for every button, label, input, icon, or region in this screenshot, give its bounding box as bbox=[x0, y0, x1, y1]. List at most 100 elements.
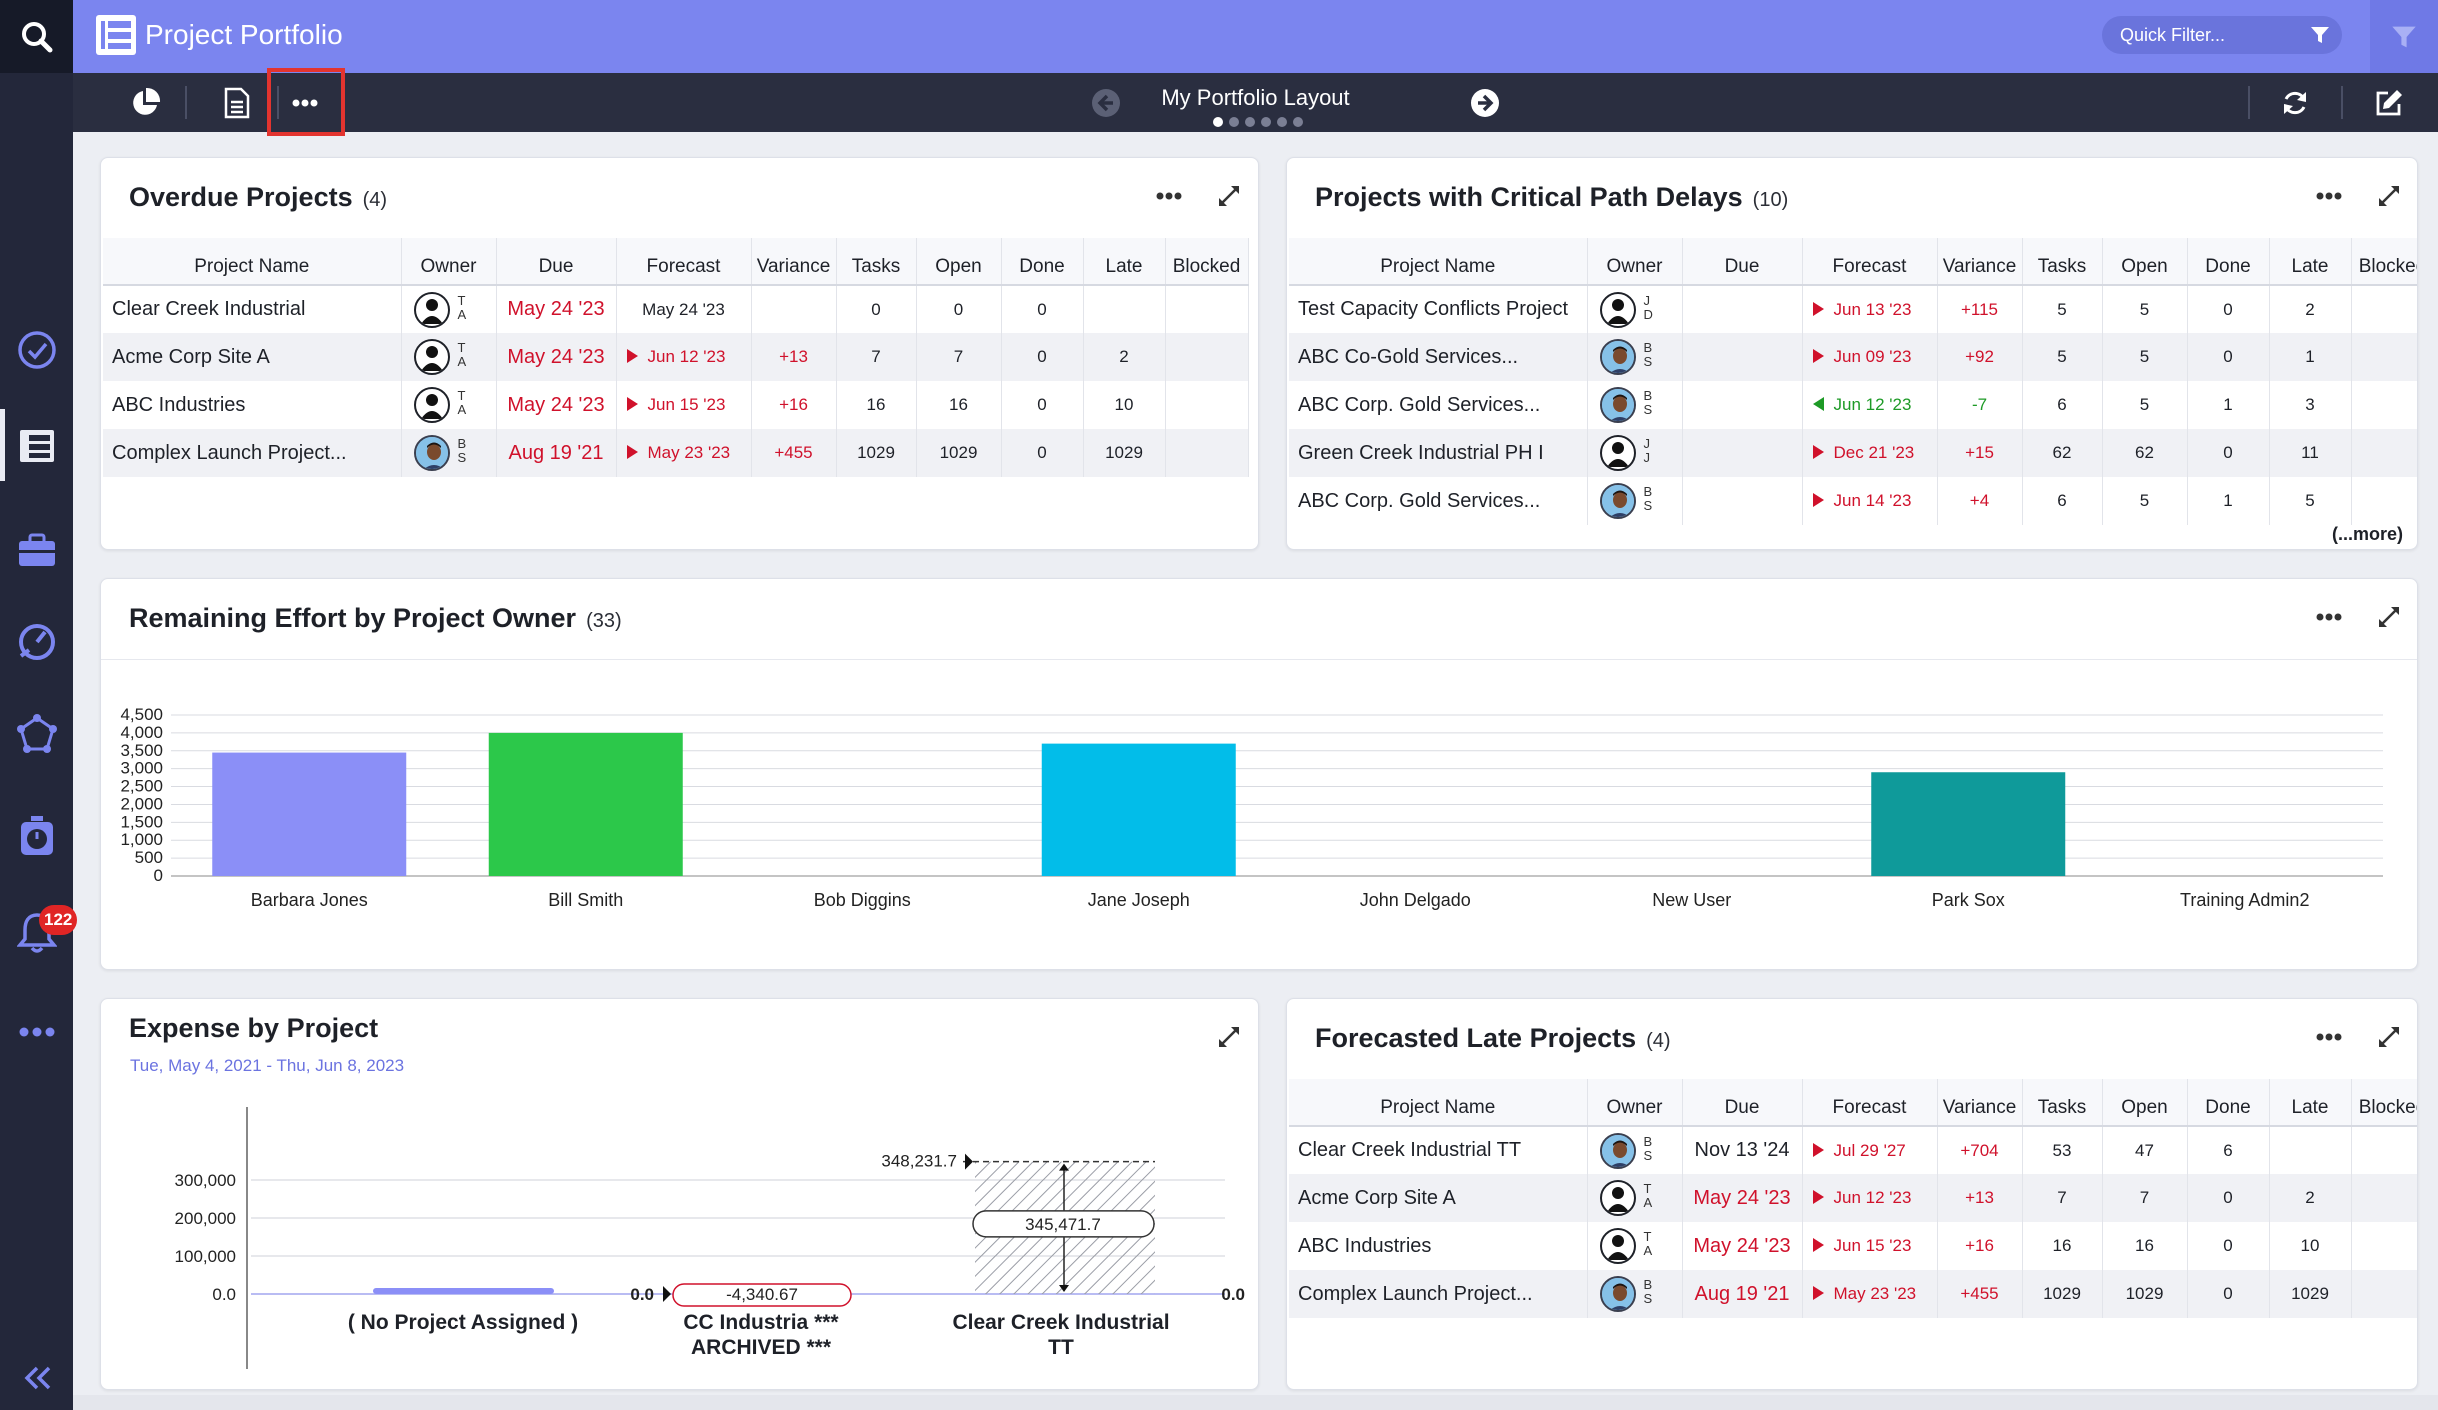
previous-layout-button[interactable] bbox=[1080, 77, 1132, 129]
nav-portfolio[interactable] bbox=[0, 414, 73, 478]
project-name-cell[interactable]: Acme Corp Site A bbox=[103, 333, 402, 381]
column-header[interactable]: Tasks bbox=[836, 238, 917, 286]
bar[interactable] bbox=[212, 752, 407, 876]
column-header[interactable]: Blocked bbox=[2351, 238, 2417, 286]
column-header[interactable]: Late bbox=[2269, 238, 2352, 286]
table-row[interactable]: Acme Corp Site A T A May 24 '23 Jun 12 '23 +… bbox=[103, 333, 1249, 381]
edit-layout-button[interactable] bbox=[2363, 77, 2415, 129]
page-dot[interactable] bbox=[1245, 117, 1255, 127]
nav-tasks[interactable] bbox=[0, 318, 73, 382]
project-name-cell[interactable]: Green Creek Industrial PH I bbox=[1289, 429, 1588, 477]
table-row[interactable]: Clear Creek Industrial T A May 24 '23 May 2… bbox=[103, 285, 1249, 333]
page-dot[interactable] bbox=[1277, 117, 1287, 127]
project-name-cell[interactable]: ABC Corp. Gold Services... bbox=[1289, 381, 1588, 429]
project-name-cell[interactable]: Clear Creek Industrial bbox=[103, 285, 402, 333]
column-header[interactable]: Owner bbox=[1587, 1079, 1683, 1127]
project-name-cell[interactable]: Complex Launch Project... bbox=[103, 429, 402, 477]
table-row[interactable]: ABC Corp. Gold Services... B S Jun 14 '23 +… bbox=[1289, 477, 2417, 525]
column-header[interactable]: Forecast bbox=[616, 238, 752, 286]
table-row[interactable]: Clear Creek Industrial TT B S Nov 13 '24 Ju… bbox=[1289, 1126, 2417, 1174]
column-header[interactable]: Done bbox=[2187, 238, 2270, 286]
column-header[interactable]: Due bbox=[1682, 238, 1803, 286]
column-header[interactable]: Blocked bbox=[2351, 1079, 2417, 1127]
project-name-cell[interactable]: ABC Corp. Gold Services... bbox=[1289, 477, 1588, 525]
column-header[interactable]: Due bbox=[1682, 1079, 1803, 1127]
column-header[interactable]: Variance bbox=[1937, 1079, 2023, 1127]
column-header[interactable]: Forecast bbox=[1802, 1079, 1938, 1127]
column-header[interactable]: Due bbox=[496, 238, 617, 286]
more-options-button[interactable] bbox=[279, 77, 331, 129]
card-menu-button[interactable] bbox=[2309, 599, 2349, 635]
column-header[interactable]: Late bbox=[2269, 1079, 2352, 1127]
project-name-cell[interactable]: ABC Co-Gold Services... bbox=[1289, 333, 1588, 381]
column-header[interactable]: Forecast bbox=[1802, 238, 1938, 286]
card-expand-button[interactable] bbox=[1209, 1019, 1249, 1055]
card-menu-button[interactable] bbox=[2309, 1019, 2349, 1055]
table-row[interactable]: Complex Launch Project... B S Aug 19 '21 Ma… bbox=[103, 429, 1249, 477]
column-header[interactable]: Owner bbox=[401, 238, 497, 286]
column-header[interactable]: Late bbox=[1083, 238, 1166, 286]
column-header[interactable]: Tasks bbox=[2022, 1079, 2103, 1127]
column-header[interactable]: Open bbox=[2102, 238, 2188, 286]
search-button[interactable] bbox=[0, 0, 73, 73]
collapse-nav-button[interactable] bbox=[0, 1346, 73, 1410]
blocked-cell bbox=[2351, 333, 2417, 381]
quick-filter-input[interactable]: Quick Filter... bbox=[2102, 16, 2342, 54]
column-header[interactable]: Project Name bbox=[1289, 238, 1588, 286]
column-header[interactable]: Variance bbox=[751, 238, 837, 286]
card-expand-button[interactable] bbox=[2369, 599, 2409, 635]
card-expand-button[interactable] bbox=[2369, 1019, 2409, 1055]
waterfall-bar[interactable] bbox=[373, 1288, 554, 1294]
bar[interactable] bbox=[1041, 743, 1236, 876]
project-name-cell[interactable]: Test Capacity Conflicts Project bbox=[1289, 285, 1588, 333]
table-row[interactable]: ABC Industries T A May 24 '23 Jun 15 '23 +16… bbox=[1289, 1222, 2417, 1270]
table-row[interactable]: ABC Industries T A May 24 '23 Jun 15 '23 +16… bbox=[103, 381, 1249, 429]
nav-network[interactable] bbox=[0, 703, 73, 767]
chart-view-button[interactable] bbox=[119, 77, 171, 129]
report-button[interactable] bbox=[211, 77, 263, 129]
column-header[interactable]: Project Name bbox=[1289, 1079, 1588, 1127]
page-dot[interactable] bbox=[1293, 117, 1303, 127]
column-header[interactable]: Open bbox=[916, 238, 1002, 286]
forecast-cell: Jul 29 '27 bbox=[1802, 1126, 1938, 1174]
column-header[interactable]: Open bbox=[2102, 1079, 2188, 1127]
critical-path-card: Projects with Critical Path Delays (10) P… bbox=[1286, 157, 2418, 550]
column-header[interactable]: Variance bbox=[1937, 238, 2023, 286]
project-name-cell[interactable]: Acme Corp Site A bbox=[1289, 1174, 1588, 1222]
project-name-cell[interactable]: Clear Creek Industrial TT bbox=[1289, 1126, 1588, 1174]
column-header[interactable]: Tasks bbox=[2022, 238, 2103, 286]
column-header[interactable]: Done bbox=[1001, 238, 1084, 286]
column-header[interactable]: Blocked bbox=[1165, 238, 1249, 286]
bar[interactable] bbox=[488, 732, 683, 876]
card-menu-button[interactable] bbox=[1149, 178, 1189, 214]
table-row[interactable]: ABC Corp. Gold Services... B S Jun 12 '23 -… bbox=[1289, 381, 2417, 429]
nav-projects[interactable] bbox=[0, 518, 73, 582]
page-dot[interactable] bbox=[1213, 117, 1223, 127]
project-name-cell[interactable]: ABC Industries bbox=[103, 381, 402, 429]
table-row[interactable]: Complex Launch Project... B S Aug 19 '21 Ma… bbox=[1289, 1270, 2417, 1318]
next-layout-button[interactable] bbox=[1459, 77, 1511, 129]
column-header[interactable]: Done bbox=[2187, 1079, 2270, 1127]
project-name-cell[interactable]: ABC Industries bbox=[1289, 1222, 1588, 1270]
nav-timesheet[interactable] bbox=[0, 804, 73, 868]
bar[interactable] bbox=[1871, 772, 2066, 876]
table-row[interactable]: Acme Corp Site A T A May 24 '23 Jun 12 '23 +… bbox=[1289, 1174, 2417, 1222]
filter-panel-button[interactable] bbox=[2370, 0, 2438, 73]
column-header[interactable]: Owner bbox=[1587, 238, 1683, 286]
table-row[interactable]: Green Creek Industrial PH I J J Dec 21 '23… bbox=[1289, 429, 2417, 477]
column-header[interactable]: Project Name bbox=[103, 238, 402, 286]
refresh-button[interactable] bbox=[2269, 77, 2321, 129]
table-row[interactable]: Test Capacity Conflicts Project J D Jun 13… bbox=[1289, 285, 2417, 333]
card-expand-button[interactable] bbox=[1209, 178, 1249, 214]
card-menu-button[interactable] bbox=[2309, 178, 2349, 214]
more-link[interactable]: (...more) bbox=[2331, 524, 2403, 544]
page-dot[interactable] bbox=[1261, 117, 1271, 127]
variance-cell: +13 bbox=[1937, 1174, 2023, 1222]
nav-more[interactable] bbox=[0, 1000, 73, 1064]
project-name-cell[interactable]: Complex Launch Project... bbox=[1289, 1270, 1588, 1318]
waterfall-bar[interactable] bbox=[672, 1283, 852, 1307]
nav-dashboard[interactable] bbox=[0, 610, 73, 674]
table-row[interactable]: ABC Co-Gold Services... B S Jun 09 '23 +92 5… bbox=[1289, 333, 2417, 381]
card-expand-button[interactable] bbox=[2369, 178, 2409, 214]
page-dot[interactable] bbox=[1229, 117, 1239, 127]
